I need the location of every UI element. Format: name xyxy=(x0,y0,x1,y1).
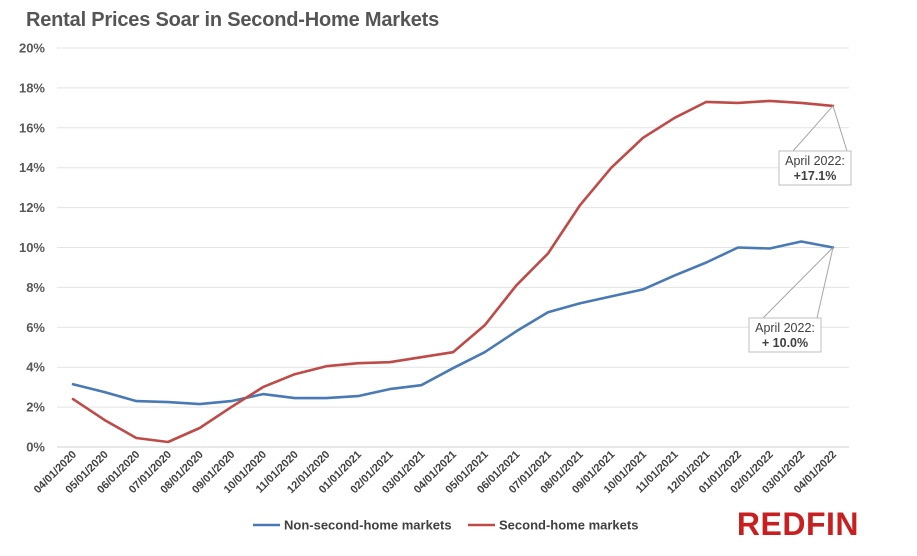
callout-leader xyxy=(792,105,834,152)
legend-label: Second-home markets xyxy=(499,518,638,533)
callout-leader xyxy=(762,247,834,319)
chart-title: Rental Prices Soar in Second-Home Market… xyxy=(26,9,440,31)
callout-value: +17.1% xyxy=(794,169,837,183)
gridlines xyxy=(57,47,849,448)
callout-box xyxy=(748,317,822,353)
legend-label: Non-second-home markets xyxy=(284,518,452,533)
y-tick-label: 4% xyxy=(26,360,45,375)
redfin-logo: REDFIN xyxy=(736,506,859,542)
y-tick-label: 16% xyxy=(19,120,45,135)
y-tick-label: 12% xyxy=(19,200,45,215)
series-line-second-home xyxy=(71,99,835,444)
y-tick-label: 18% xyxy=(19,80,45,95)
callout-leader xyxy=(816,247,834,319)
y-tick-label: 14% xyxy=(19,160,45,175)
callout-box xyxy=(778,150,852,186)
callout-label: April 2022: xyxy=(785,154,845,168)
callout-leader xyxy=(832,105,848,152)
y-tick-label: 8% xyxy=(26,280,45,295)
callout-label: April 2022: xyxy=(755,321,815,335)
x-axis-ticks: 04/01/202005/01/202006/01/202007/01/2020… xyxy=(32,449,839,496)
y-tick-label: 20% xyxy=(19,41,45,56)
legend: Non-second-home markets Second-home marke… xyxy=(253,518,638,533)
callout-value: + 10.0% xyxy=(762,336,808,350)
series-line-non-second-home xyxy=(71,240,835,406)
callouts: April 2022:+17.1%April 2022:+ 10.0% xyxy=(748,105,852,353)
y-tick-label: 6% xyxy=(26,320,45,335)
y-tick-label: 2% xyxy=(26,400,45,415)
series-lines xyxy=(71,99,835,444)
y-tick-label: 10% xyxy=(19,240,45,255)
y-axis-ticks: 0% 2% 4% 6% 8% 10% 12% 14% 16% 18% 20% xyxy=(19,41,45,455)
y-tick-label: 0% xyxy=(26,440,45,455)
